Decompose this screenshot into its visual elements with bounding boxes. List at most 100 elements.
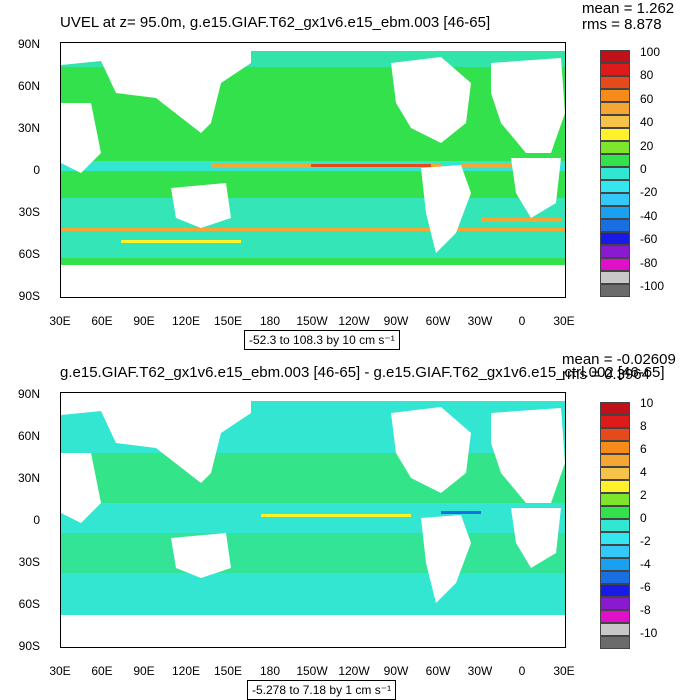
colorbar-swatch [600,584,630,597]
colorbar-swatch [600,532,630,545]
lon-label: 60W [425,314,451,328]
colorbar-swatch [600,623,630,636]
panel-title: g.e15.GIAF.T62_gx1v6.e15_ebm.003 [46-65]… [60,364,665,381]
map-plot [60,392,566,648]
colorbar-swatch [600,480,630,493]
lon-label: 120W [338,314,370,328]
rms-stat: rms = 0.3964 [562,366,650,383]
colorbar-swatch [600,493,630,506]
colorbar-label: -60 [640,232,658,246]
panel-title: UVEL at z= 95.0m, g.e15.GIAF.T62_gx1v6.e… [60,14,491,31]
colorbar-swatch [600,180,630,193]
lon-label: 120E [171,314,201,328]
colorbar-swatch [600,284,630,297]
lon-label: 90W [383,664,409,678]
lat-label: 60N [17,79,40,93]
colorbar-swatch [600,506,630,519]
colorbar-label: -8 [640,603,651,617]
colorbar-label: -4 [640,557,651,571]
colorbar-swatch [600,571,630,584]
lat-label: 60N [17,429,40,443]
lon-label: 30W [467,664,493,678]
colorbar-label: 20 [640,139,654,153]
lat-label: 30S [18,555,40,569]
colorbar-label: 0 [640,162,647,176]
colorbar-label: -80 [640,256,658,270]
colorbar-swatch [600,63,630,76]
colorbar-label: -100 [640,279,665,293]
colorbar-swatch [600,467,630,480]
colorbar-swatch [600,636,630,649]
lon-label: 180 [259,664,281,678]
contour-range-box: -5.278 to 7.18 by 1 cm s⁻¹ [247,680,397,700]
colorbar-swatch [600,102,630,115]
colorbar-label: -2 [640,534,651,548]
lon-label: 0 [518,664,526,678]
lat-label: 90N [17,387,40,401]
colorbar-label: 40 [640,115,654,129]
colorbar-swatch [600,258,630,271]
colorbar-swatch [600,245,630,258]
lon-label: 150W [296,664,328,678]
colorbar-swatch [600,519,630,532]
lon-label: 120W [338,664,370,678]
colorbar-label: 60 [640,92,654,106]
lat-label: 60S [18,597,40,611]
lon-label: 180 [259,314,281,328]
colorbar-label: -40 [640,209,658,223]
colorbar-label: 6 [640,442,647,456]
lat-label: 0 [33,163,40,177]
colorbar-label: 8 [640,419,647,433]
contour-range-box: -52.3 to 108.3 by 10 cm s⁻¹ [244,330,400,350]
lat-label: 90S [18,639,40,653]
lat-label: 30N [17,121,40,135]
colorbar-swatch [600,193,630,206]
lon-label: 90E [133,664,155,678]
lat-label: 90N [17,37,40,51]
lat-label: 90S [18,289,40,303]
map-svg [61,43,565,297]
lon-label: 150E [213,664,243,678]
colorbar-swatch [600,76,630,89]
colorbar-swatch [600,597,630,610]
lat-label: 0 [33,513,40,527]
colorbar-swatch [600,154,630,167]
rms-stat: rms = 8.878 [582,16,662,33]
lon-label: 30E [553,314,575,328]
colorbar-swatch [600,428,630,441]
lon-label: 120E [171,664,201,678]
lon-label: 30E [49,664,71,678]
colorbar-swatch [600,89,630,102]
lon-label: 30E [553,664,575,678]
colorbar-swatch [600,206,630,219]
colorbar-label: 4 [640,465,647,479]
colorbar-swatch [600,219,630,232]
colorbar-label: -10 [640,626,658,640]
map-svg [61,393,565,647]
colorbar-swatch [600,415,630,428]
lon-label: 90E [133,314,155,328]
lat-label: 60S [18,247,40,261]
lon-label: 150E [213,314,243,328]
lon-label: 0 [518,314,526,328]
map-plot [60,42,566,298]
colorbar-swatch [600,115,630,128]
lon-label: 150W [296,314,328,328]
colorbar-swatch [600,128,630,141]
lon-label: 60E [91,664,113,678]
colorbar-label: 80 [640,68,654,82]
mean-stat: mean = 1.262 [582,0,675,17]
colorbar-swatch [600,454,630,467]
colorbar-label: 2 [640,488,647,502]
lon-label: 90W [383,314,409,328]
colorbar-label: 100 [640,45,661,59]
colorbar-swatch [600,50,630,63]
colorbar-swatch [600,558,630,571]
lon-label: 30W [467,314,493,328]
colorbar-swatch [600,141,630,154]
lat-label: 30S [18,205,40,219]
colorbar-swatch [600,441,630,454]
colorbar-swatch [600,402,630,415]
lat-label: 30N [17,471,40,485]
colorbar-swatch [600,271,630,284]
